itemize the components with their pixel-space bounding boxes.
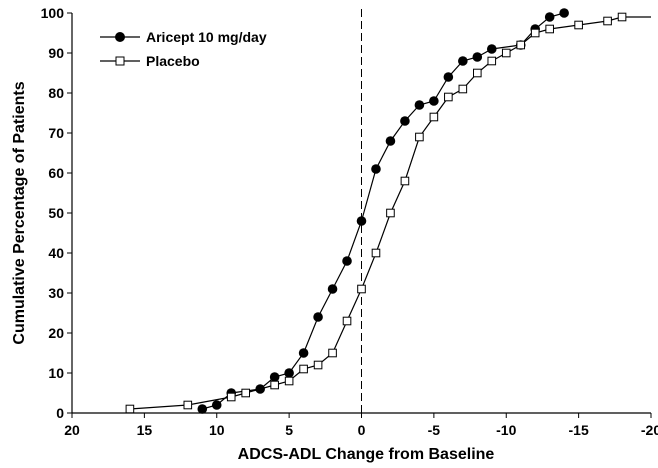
- aricept-data-point: [356, 216, 367, 226]
- y-tick-label: 50: [48, 205, 64, 221]
- placebo-data-point: [342, 316, 352, 326]
- y-tick-label: 10: [48, 365, 64, 381]
- aricept-data-point: [197, 404, 208, 414]
- placebo-data-point: [429, 112, 439, 122]
- aricept-data-point: [313, 312, 323, 322]
- aricept-data-point: [211, 400, 222, 410]
- placebo-data-point: [183, 400, 193, 410]
- y-tick-label: 60: [48, 165, 64, 181]
- x-tick-label: -20: [641, 422, 658, 438]
- y-tick-label: 40: [48, 245, 64, 261]
- placebo-data-point: [444, 92, 453, 102]
- y-tick-label: 70: [48, 125, 64, 141]
- aricept-data-point: [443, 72, 454, 82]
- plot-area: [125, 8, 651, 414]
- placebo-data-point: [530, 28, 540, 38]
- legend: Aricept 10 mg/day Placebo: [100, 29, 267, 69]
- y-tick-label: 0: [56, 405, 64, 421]
- legend-label-aricept: Aricept 10 mg/day: [146, 29, 267, 45]
- placebo-data-point: [299, 364, 308, 374]
- placebo-series-line: [129, 16, 651, 410]
- aricept-data-point: [472, 52, 483, 62]
- aricept-data-point: [298, 348, 309, 358]
- x-tick-label: 0: [358, 422, 366, 438]
- aricept-data-point: [269, 372, 280, 382]
- aricept-data-point: [429, 96, 439, 106]
- placebo-data-point: [371, 248, 381, 258]
- placebo-data-point: [545, 24, 554, 34]
- legend-marker-aricept: [115, 32, 125, 42]
- x-tick-label: 20: [64, 422, 80, 438]
- x-tick-label: 10: [209, 422, 225, 438]
- placebo-data-point: [357, 284, 366, 294]
- y-tick-label: 20: [48, 325, 64, 341]
- placebo-data-point: [226, 392, 236, 402]
- aricept-data-point: [559, 8, 569, 18]
- placebo-data-point: [501, 48, 511, 58]
- x-axis-title: ADCS-ADL Change from Baseline: [238, 446, 495, 463]
- placebo-data-point: [328, 348, 337, 358]
- x-tick-label: -10: [496, 422, 516, 438]
- aricept-data-point: [284, 368, 294, 378]
- placebo-data-point: [458, 84, 468, 94]
- placebo-data-point: [473, 68, 482, 78]
- placebo-data-point: [284, 376, 294, 386]
- placebo-data-point: [400, 176, 410, 186]
- aricept-data-point: [327, 284, 338, 294]
- aricept-data-point: [458, 56, 468, 66]
- placebo-data-point: [603, 16, 612, 26]
- placebo-data-point: [313, 360, 323, 370]
- aricept-data-point: [400, 116, 410, 126]
- placebo-data-point: [270, 380, 279, 390]
- aricept-data-point: [414, 100, 425, 110]
- aricept-data-point: [544, 12, 555, 22]
- legend-marker-placebo: [115, 56, 125, 66]
- y-tick-label: 100: [41, 5, 65, 21]
- y-axis-title: Cumulative Percentage of Patients: [11, 81, 28, 344]
- placebo-data-point: [125, 404, 135, 414]
- placebo-data-point: [415, 132, 424, 142]
- aricept-data-point: [342, 256, 352, 266]
- aricept-data-point: [385, 136, 396, 146]
- placebo-data-point: [487, 56, 497, 66]
- y-tick-label: 80: [48, 85, 64, 101]
- placebo-data-point: [386, 208, 395, 218]
- legend-label-placebo: Placebo: [146, 53, 200, 69]
- aricept-data-point: [371, 164, 381, 174]
- x-tick-label: 5: [285, 422, 293, 438]
- placebo-data-point: [516, 40, 526, 50]
- placebo-data-point: [617, 12, 627, 22]
- y-tick-label: 30: [48, 285, 64, 301]
- placebo-data-point: [241, 388, 250, 398]
- y-tick-label: 90: [48, 45, 64, 61]
- x-tick-label: -15: [569, 422, 589, 438]
- placebo-data-point: [574, 20, 583, 30]
- x-tick-label: -5: [428, 422, 441, 438]
- aricept-data-point: [486, 44, 497, 54]
- x-tick-label: 15: [137, 422, 153, 438]
